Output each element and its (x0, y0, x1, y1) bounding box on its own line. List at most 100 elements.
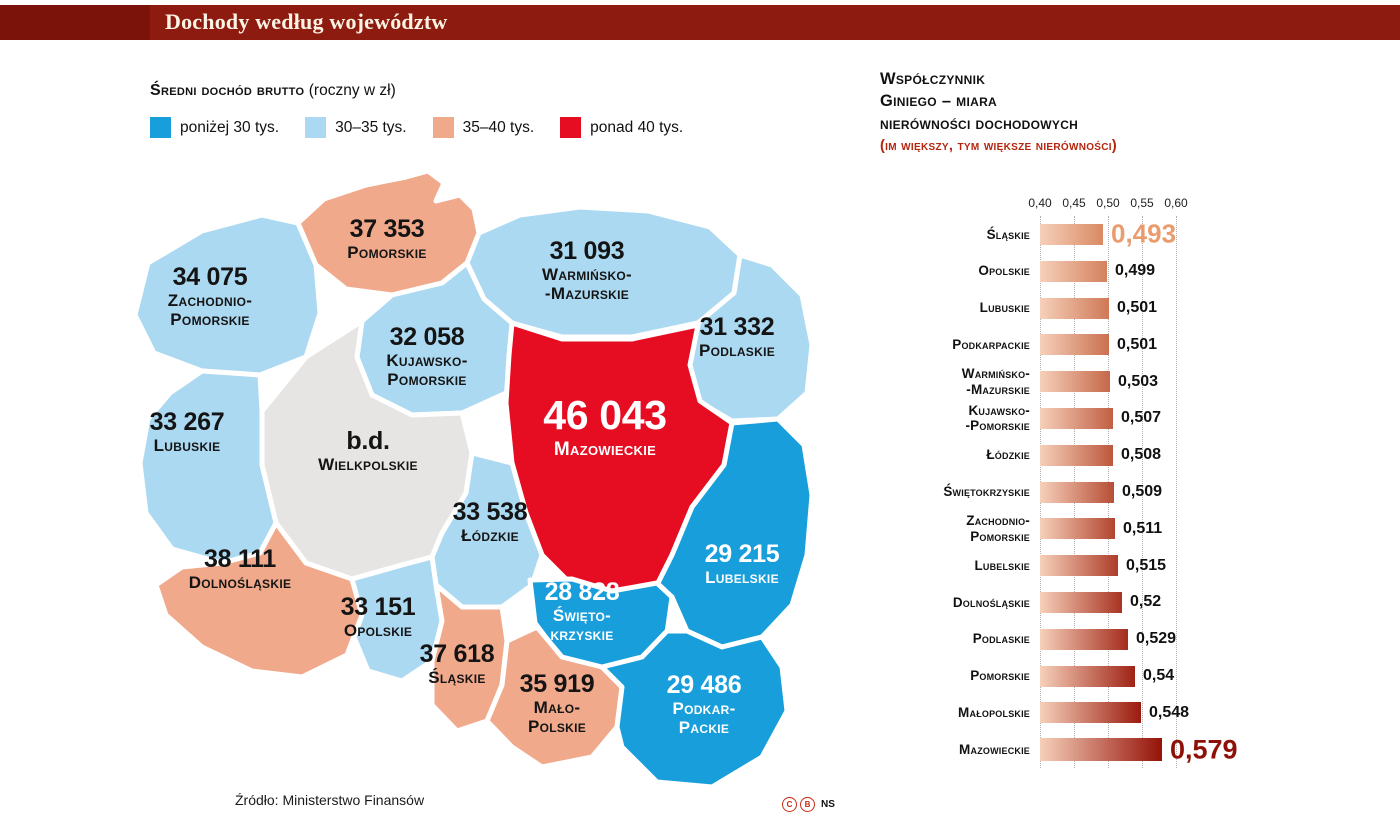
source-note: Źródło: Ministerstwo Finansów (235, 792, 425, 808)
gini-bar (1040, 555, 1118, 577)
gini-axis-tick: 0,40 (1028, 196, 1052, 210)
gini-bar (1040, 371, 1110, 393)
gini-value: 0,501 (1117, 335, 1158, 353)
gini-gridline (1176, 216, 1177, 768)
legend-item: 35–40 tys. (432, 117, 535, 138)
gini-row: Kujawsko- -Pomorskie 0,507 (880, 400, 1395, 437)
gini-value: 0,508 (1121, 446, 1162, 464)
gini-bar (1040, 591, 1122, 613)
gini-bar (1040, 665, 1135, 687)
legend-item: poniżej 30 tys. (150, 117, 279, 138)
gini-row-label: Małopolskie (958, 705, 1030, 720)
map-legend-title: Średni dochód brutto (roczny w zł) (150, 82, 683, 100)
legend-label: 35–40 tys. (462, 118, 535, 136)
gini-value: 0,511 (1123, 519, 1163, 537)
gini-value: 0,579 (1170, 734, 1238, 765)
legend-swatch (305, 117, 327, 138)
gini-panel: Współczynnik Giniego – miara nierówności… (880, 68, 1395, 768)
gini-value: 0,529 (1136, 630, 1177, 648)
gini-rows: Śląskie 0,493 Opolskie 0,499 Lubuskie 0,501 Po… (880, 216, 1395, 768)
gini-row-label: Kujawsko- -Pomorskie (965, 402, 1030, 434)
gini-bar (1040, 407, 1113, 429)
header-accent (0, 5, 150, 40)
gini-bar (1040, 702, 1141, 724)
license-credits: C B NS (782, 797, 835, 812)
gini-row-label: Opolskie (978, 263, 1030, 279)
map-region-podkarpackie (599, 628, 790, 790)
gini-bar (1040, 297, 1109, 319)
gini-row: Podlaskie 0,529 (880, 621, 1395, 658)
gini-axis-tick: 0,55 (1130, 196, 1154, 210)
gini-bar (1040, 260, 1107, 282)
gini-value: 0,509 (1122, 482, 1163, 500)
legend-title-suffix: (roczny w zł) (308, 82, 396, 99)
poland-choropleth-map: 34 075 Zachodnio- Pomorskie 37 353 Pomorski… (110, 165, 850, 800)
map-region-lodzkie (429, 450, 545, 610)
legend-swatch (560, 117, 582, 138)
gini-row: Opolskie 0,499 (880, 253, 1395, 290)
gini-bar (1040, 334, 1109, 356)
gini-row-label: Świętokrzyskie (943, 484, 1030, 500)
gini-row: Śląskie 0,493 (880, 216, 1395, 253)
gini-row: Zachodnio- Pomorskie 0,511 (880, 510, 1395, 547)
gini-row-label: Pomorskie (970, 668, 1030, 684)
gini-value: 0,515 (1126, 556, 1167, 574)
gini-row: Lubelskie 0,515 (880, 547, 1395, 584)
gini-value: 0,501 (1117, 298, 1158, 316)
poland-map-svg (132, 168, 815, 790)
gini-value: 0,493 (1111, 218, 1177, 249)
gini-gridline (1142, 216, 1143, 768)
gini-row: Małopolskie 0,548 (880, 694, 1395, 731)
map-region-opolskie (349, 554, 445, 684)
gini-value: 0,507 (1121, 409, 1162, 427)
gini-row-label: Lubuskie (979, 300, 1030, 316)
gini-bar (1040, 224, 1103, 245)
gini-value: 0,548 (1149, 703, 1190, 721)
gini-value: 0,499 (1115, 262, 1156, 280)
gini-bar (1040, 518, 1115, 540)
gini-row: Pomorskie 0,54 (880, 658, 1395, 695)
gini-bar (1040, 738, 1162, 762)
gini-row-label: Dolnośląskie (952, 594, 1030, 610)
gini-row-label: Lubelskie (974, 557, 1030, 573)
gini-bar (1040, 481, 1114, 503)
gini-row: Warmińsko- -Mazurskie 0,503 (880, 363, 1395, 400)
gini-bar-chart: 0,40 0,45 0,50 0,55 0,60 Śląskie 0,493 Opolski… (880, 196, 1395, 768)
gini-row: Świętokrzyskie 0,509 (880, 474, 1395, 511)
gini-axis-ticks: 0,40 0,45 0,50 0,55 0,60 (880, 196, 1395, 216)
gini-value: 0,503 (1118, 372, 1159, 390)
header-bar: Dochody według województw (0, 5, 1400, 40)
legend-swatch (150, 117, 171, 138)
map-region-dolnoslaskie (153, 520, 365, 680)
gini-row-label: Warmińsko- -Mazurskie (961, 366, 1030, 397)
gini-subtitle: (im większy, tym większe nierówności) (880, 137, 1118, 154)
legend-label: poniżej 30 tys. (180, 118, 280, 136)
legend-label: ponad 40 tys. (590, 118, 684, 136)
gini-axis-tick: 0,45 (1062, 196, 1086, 210)
legend-swatch (432, 117, 454, 138)
gini-row: Łódzkie 0,508 (880, 437, 1395, 474)
gini-row-label: Mazowieckie (959, 741, 1030, 757)
gini-value: 0,52 (1130, 593, 1162, 611)
gini-bar (1040, 444, 1113, 466)
legend-items: poniżej 30 tys. 30–35 tys. 35–40 tys. ponad… (150, 117, 683, 138)
gini-row: Mazowieckie 0,579 (880, 731, 1395, 768)
ns-credit: NS (821, 799, 835, 810)
gini-row: Lubuskie 0,501 (880, 290, 1395, 327)
by-icon: B (800, 797, 815, 812)
cc-icon: C (782, 797, 797, 812)
legend-item: 30–35 tys. (305, 117, 407, 138)
gini-bar (1040, 628, 1128, 650)
gini-row: Podkarpackie 0,501 (880, 326, 1395, 363)
gini-axis-tick: 0,60 (1164, 196, 1188, 210)
map-region-lubuskie (137, 368, 279, 566)
map-legend: Średni dochód brutto (roczny w zł) poniż… (150, 82, 683, 138)
gini-row-label: Łódzkie (986, 447, 1030, 463)
gini-axis-tick: 0,50 (1096, 196, 1120, 210)
gini-row: Dolnośląskie 0,52 (880, 584, 1395, 621)
gini-row-label: Podlaskie (972, 631, 1030, 647)
legend-item: ponad 40 tys. (560, 117, 683, 138)
gini-value: 0,54 (1143, 666, 1175, 684)
legend-label: 30–35 tys. (335, 118, 407, 136)
page-title: Dochody według województw (165, 9, 448, 34)
